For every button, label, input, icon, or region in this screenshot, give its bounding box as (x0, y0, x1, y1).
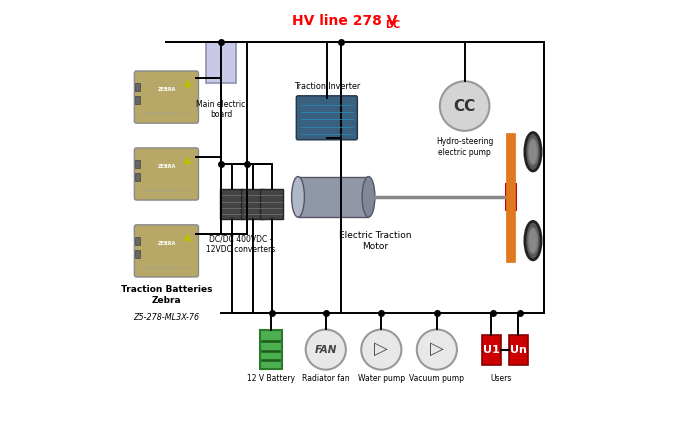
Text: Users: Users (491, 374, 511, 383)
Bar (135, 83, 140, 91)
Text: ▷: ▷ (375, 339, 388, 357)
Bar (298, 177, 368, 217)
Ellipse shape (525, 132, 541, 171)
Text: Vacuum pump: Vacuum pump (409, 374, 464, 383)
Text: 12 V Battery: 12 V Battery (246, 374, 295, 383)
Bar (241, 188, 264, 219)
Text: Radiator fan: Radiator fan (302, 374, 350, 383)
Ellipse shape (529, 228, 538, 253)
FancyBboxPatch shape (135, 225, 199, 277)
Bar (135, 237, 140, 245)
Bar (259, 330, 282, 369)
Circle shape (306, 329, 346, 370)
Text: ZEBRA: ZEBRA (157, 87, 175, 92)
Text: HV line 278 V: HV line 278 V (293, 14, 397, 28)
Circle shape (417, 329, 457, 370)
FancyBboxPatch shape (296, 96, 357, 140)
Text: Main electric
board: Main electric board (197, 100, 246, 119)
Text: ▷: ▷ (430, 339, 444, 357)
Circle shape (362, 329, 402, 370)
Text: Water pump: Water pump (357, 374, 405, 383)
Text: Traction Inverter: Traction Inverter (294, 82, 360, 91)
Text: Z5-278-ML3X-76: Z5-278-ML3X-76 (133, 313, 199, 322)
Ellipse shape (362, 177, 375, 217)
Text: Un: Un (510, 345, 527, 355)
Circle shape (440, 81, 489, 131)
Bar (206, 42, 236, 83)
Text: Traction Batteries
Zebra: Traction Batteries Zebra (121, 286, 212, 305)
Text: ZEBRA: ZEBRA (157, 164, 175, 169)
Bar (135, 173, 140, 181)
Bar (220, 188, 243, 219)
Text: U1: U1 (483, 345, 500, 355)
Text: DC: DC (385, 20, 400, 30)
Bar (135, 96, 140, 104)
Text: CC: CC (453, 98, 475, 114)
Text: DC/DC 400VDC -
12VDC converters: DC/DC 400VDC - 12VDC converters (206, 234, 275, 254)
Ellipse shape (525, 221, 541, 260)
Ellipse shape (292, 177, 304, 217)
Bar (135, 160, 140, 168)
Ellipse shape (529, 139, 538, 165)
Text: Electric Traction
Motor: Electric Traction Motor (339, 231, 411, 251)
Bar (505, 183, 518, 211)
Text: ZEBRA: ZEBRA (157, 241, 175, 246)
FancyBboxPatch shape (135, 71, 199, 123)
Bar (260, 188, 284, 219)
Text: FAN: FAN (315, 344, 337, 355)
FancyBboxPatch shape (135, 148, 199, 200)
Text: Hydro-steering
electric pump: Hydro-steering electric pump (436, 137, 493, 157)
Bar (509, 335, 528, 366)
Bar (135, 250, 140, 258)
Bar (482, 335, 500, 366)
